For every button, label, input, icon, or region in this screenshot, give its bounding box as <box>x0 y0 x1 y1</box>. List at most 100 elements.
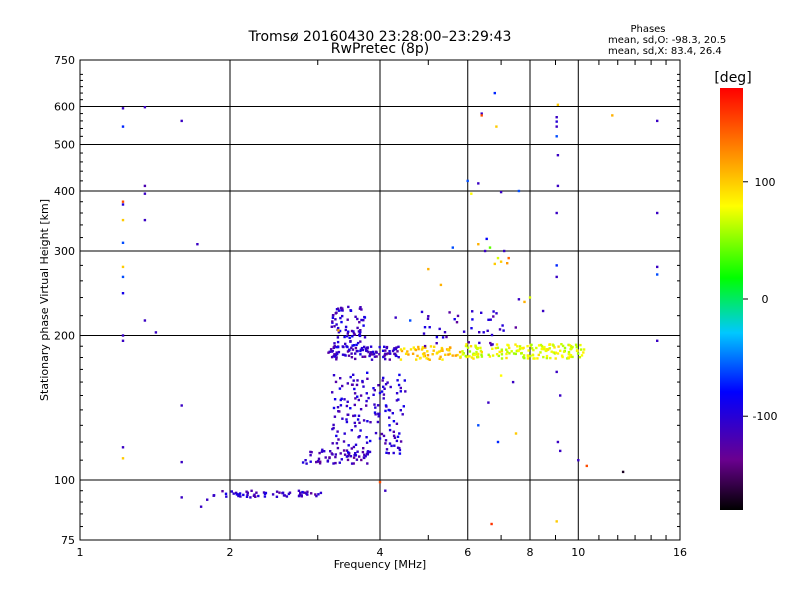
cluster-point <box>382 434 386 438</box>
cluster-point <box>254 495 257 498</box>
cluster-point <box>386 352 390 355</box>
cluster-point <box>562 350 566 353</box>
cluster-point <box>399 440 403 443</box>
cluster-point <box>356 418 360 421</box>
cluster-point <box>433 345 436 348</box>
cluster-point <box>340 320 343 324</box>
cluster-point <box>512 352 516 355</box>
cluster-point <box>333 344 336 348</box>
cluster-point <box>448 346 452 349</box>
cluster-point <box>571 345 574 349</box>
cluster-point <box>355 343 358 347</box>
cluster-point <box>465 343 468 346</box>
cluster-point <box>428 358 431 361</box>
cluster-point <box>532 348 535 352</box>
cluster-point <box>406 350 409 353</box>
cluster-point <box>358 455 361 458</box>
cluster-point <box>526 354 530 358</box>
cluster-point <box>501 324 504 327</box>
cluster-point <box>224 492 228 495</box>
data-point <box>656 265 659 269</box>
cluster-point <box>334 312 337 315</box>
cluster-point <box>531 354 535 357</box>
cluster-point <box>542 348 546 351</box>
cluster-point <box>508 346 511 350</box>
y-tick-label: 750 <box>54 54 75 67</box>
cluster-point <box>352 462 355 465</box>
cluster-point <box>345 418 348 421</box>
cluster-point <box>495 343 499 346</box>
cluster-point <box>371 353 374 356</box>
cluster-point <box>412 346 415 349</box>
cluster-point <box>487 318 490 321</box>
cluster-point <box>535 346 538 350</box>
cluster-point <box>545 356 549 360</box>
colorbar-tick-label: -100 <box>753 410 778 423</box>
cluster-point <box>556 352 560 355</box>
cluster-point <box>347 413 350 416</box>
y-tick-label: 500 <box>54 139 75 152</box>
cluster-point <box>422 332 426 335</box>
cluster-point <box>394 352 397 356</box>
cluster-point <box>514 352 517 356</box>
cluster-point <box>505 356 508 360</box>
cluster-point <box>582 351 585 354</box>
cluster-point <box>372 393 375 396</box>
y-tick-label: 300 <box>54 245 75 258</box>
cluster-point <box>395 439 399 443</box>
cluster-point <box>447 348 450 352</box>
cluster-point <box>341 307 344 310</box>
data-point <box>555 370 558 374</box>
cluster-point <box>569 344 573 348</box>
cluster-point <box>388 424 391 427</box>
cluster-point <box>352 414 355 418</box>
cluster-point <box>554 351 558 354</box>
cluster-point <box>458 350 462 354</box>
cluster-point <box>339 377 342 380</box>
cluster-point <box>369 421 372 424</box>
cluster-point <box>542 355 545 359</box>
data-point <box>337 329 340 332</box>
cluster-point <box>471 318 474 321</box>
cluster-point <box>353 387 356 391</box>
cluster-point <box>212 494 215 497</box>
cluster-point <box>439 349 443 352</box>
cluster-point <box>337 307 340 310</box>
cluster-point <box>359 340 362 343</box>
cluster-point <box>356 341 360 345</box>
cluster-point <box>399 386 402 390</box>
data-point <box>121 457 125 460</box>
cluster-point <box>393 444 396 447</box>
colorbar-ticks: 100 0 -100 <box>743 176 777 423</box>
cluster-point <box>333 342 336 345</box>
data-point <box>611 114 614 117</box>
cluster-point <box>362 456 366 459</box>
cluster-point <box>337 350 341 354</box>
cluster-point <box>522 354 526 357</box>
cluster-point <box>353 392 357 395</box>
data-point <box>180 496 183 499</box>
cluster-point <box>378 345 381 349</box>
y-tick-label: 75 <box>61 534 75 547</box>
cluster-point <box>536 357 539 360</box>
data-point <box>656 273 659 276</box>
cluster-point <box>464 354 467 358</box>
cluster-point <box>537 353 540 357</box>
data-point <box>656 211 659 215</box>
data-point <box>523 300 526 304</box>
cluster-point <box>343 453 347 456</box>
cluster-point <box>473 353 476 357</box>
cluster-point <box>432 349 435 352</box>
cluster-point <box>435 335 439 339</box>
cluster-point <box>520 352 523 355</box>
cluster-point <box>343 353 346 357</box>
cluster-point <box>360 308 363 311</box>
cluster-point <box>343 432 346 435</box>
cluster-point <box>349 340 352 343</box>
cluster-point <box>329 450 332 453</box>
cluster-point <box>365 436 368 439</box>
stats-line-o: mean, sd,O: -98.3, 20.5 <box>608 35 726 46</box>
cluster-point <box>343 335 346 339</box>
cluster-point <box>385 346 388 350</box>
cluster-point <box>335 351 338 354</box>
